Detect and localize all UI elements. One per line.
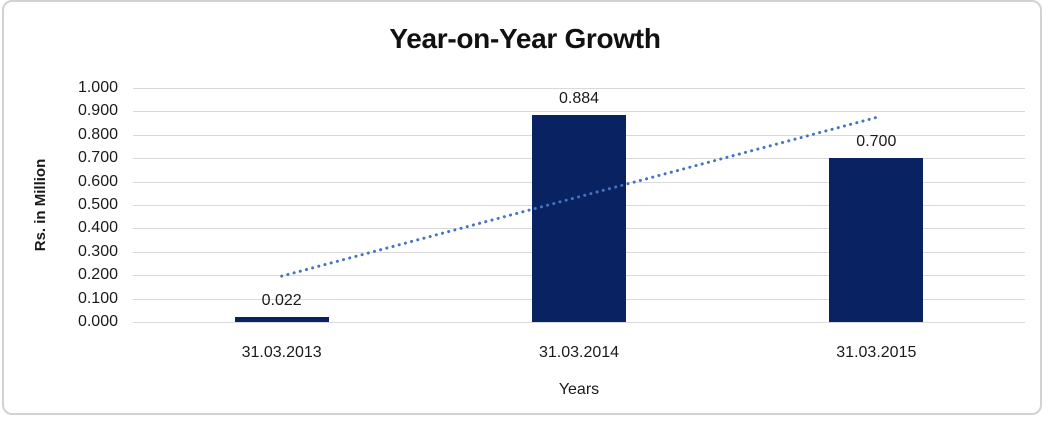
bar-value-label: 0.700 (856, 133, 897, 151)
y-tick-label: 0.000 (77, 313, 118, 330)
bar (532, 115, 626, 322)
bar-value-label: 0.022 (261, 291, 302, 309)
plot-area: 0.022 0.884 0.700 (133, 88, 1025, 323)
y-tick-label: 0.700 (77, 149, 118, 167)
y-tick-label: 0.800 (77, 125, 118, 143)
x-axis-title: Years (558, 381, 600, 398)
trendline (280, 115, 878, 278)
chart-frame (2, 0, 1042, 415)
y-tick-label: 1.000 (77, 79, 118, 96)
y-tick-label: 0.900 (77, 102, 118, 120)
y-tick-label: 0.100 (77, 289, 118, 307)
gridline (133, 322, 1025, 323)
y-tick-label: 0.400 (77, 219, 118, 237)
trendline-svg (280, 115, 878, 278)
bar-value-label: 0.884 (558, 90, 600, 108)
x-category-label: 31.03.2014 (538, 344, 620, 361)
y-tick-label: 0.200 (77, 266, 118, 284)
x-category-label: 31.03.2013 (241, 344, 322, 361)
y-tick-label: 0.600 (77, 172, 118, 190)
bar (829, 158, 924, 322)
gridline (133, 111, 1025, 113)
x-category-label: 31.03.2015 (836, 344, 917, 361)
y-tick-label: 0.300 (77, 242, 118, 260)
bar (234, 316, 329, 322)
y-tick-label: 0.500 (77, 196, 118, 213)
chart-title: Year-on-Year Growth (389, 23, 661, 54)
gridline (133, 88, 1025, 89)
